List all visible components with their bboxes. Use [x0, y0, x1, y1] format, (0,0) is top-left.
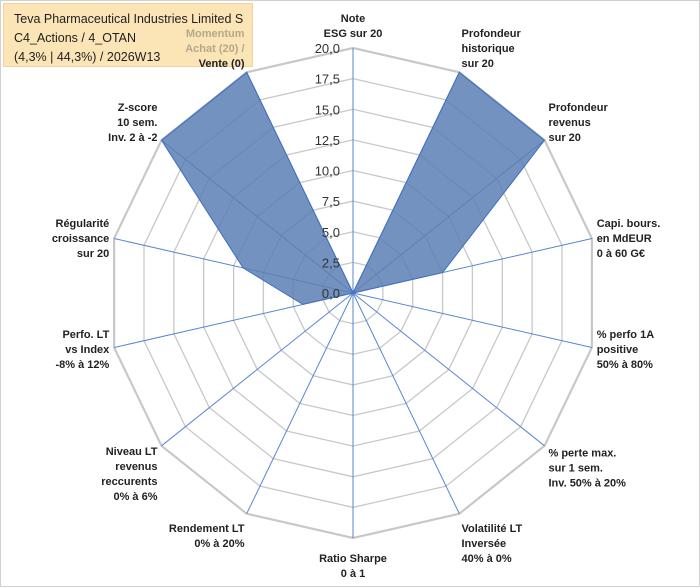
axis-spoke [161, 292, 354, 447]
axis-label-line: 10 sem. [117, 117, 157, 129]
axis-label-line: Z-score [118, 102, 158, 114]
axis-label: Note ESG sur 20 [324, 13, 383, 40]
axis-label-line: 0% à 6% [113, 491, 157, 503]
tick-label: 20,0 [315, 41, 340, 56]
tick-label: 17,5 [315, 72, 340, 87]
axis-label-line: vs Index [65, 344, 110, 356]
axis-label-line: revenus [115, 461, 157, 473]
axis-label-line: Rendement LT [169, 523, 245, 535]
axis-label-line: sur 1 sem. [549, 462, 603, 474]
tick-label: 5,0 [322, 225, 340, 240]
axis-label-line: Volatilité LT [462, 523, 523, 535]
axis-label-line: Profondeur [462, 28, 522, 40]
axis-label-line: Vente (0) [199, 58, 245, 70]
axis-label: Régularité croissance sur 20 [52, 218, 109, 260]
axis-label-line: 40% à 0% [462, 553, 512, 565]
axis-label-line: revenus [549, 117, 591, 129]
axis-label-line: sur 20 [462, 58, 494, 70]
tick-label: 12,5 [315, 133, 340, 148]
axis-label: Momentum Achat (20) / Vente (0) [185, 28, 245, 70]
company-name: Teva Pharmaceutical Industries Limited S [14, 12, 244, 26]
axis-label: % perte max. sur 1 sem. Inv. 50% à 20% [549, 447, 627, 489]
axis-label-line: Niveau LT [106, 446, 158, 458]
axis-label-line: Inv. 2 à -2 [108, 132, 157, 144]
axis-label-line: positive [597, 344, 639, 356]
axis-label-line: 0 à 1 [341, 568, 365, 580]
axis-label: Z-score 10 sem. Inv. 2 à -2 [108, 102, 157, 144]
axis-label-line: 0% à 20% [194, 538, 244, 550]
axis-label-line: historique [462, 43, 515, 55]
stats-label: (4,3% | 44,3%) / 2026W13 [14, 50, 161, 64]
axis-label: Rendement LT 0% à 20% [169, 523, 245, 550]
tick-label: 15,0 [315, 102, 340, 117]
axis-spoke [352, 292, 460, 514]
axis-label-line: Inversée [462, 538, 507, 550]
axis-label: Volatilité LT Inversée 40% à 0% [462, 523, 523, 565]
axis-label: Ratio Sharpe 0 à 1 [319, 553, 387, 580]
axis-label: Perfo. LT vs Index -8% à 12% [55, 329, 110, 371]
series-area [160, 71, 546, 305]
axis-label-line: Inv. 50% à 20% [549, 477, 627, 489]
axis-label: % perfo 1A positive 50% à 80% [597, 329, 655, 371]
axis-label: Profondeur revenus sur 20 [549, 102, 609, 144]
info-box: Teva Pharmaceutical Industries Limited S… [3, 3, 253, 67]
axis-label: Niveau LT revenus reccurents 0% à 6% [101, 446, 158, 503]
axis-label-line: croissance [52, 233, 109, 245]
tick-label: 7,5 [322, 194, 340, 209]
axis-label-line: Capi. bours. [597, 218, 661, 230]
axis-label-line: % perte max. [549, 447, 617, 459]
axis-label-line: Note [341, 13, 365, 25]
category-label: C4_Actions / 4_OTAN [14, 31, 137, 45]
axis-label-line: Achat (20) / [185, 43, 244, 55]
axis-spoke [352, 292, 593, 348]
axis-label-line: Momentum [186, 28, 245, 40]
tick-label: 0,0 [322, 286, 340, 301]
tick-label: 10,0 [315, 164, 340, 179]
axis-label-line: Profondeur [549, 102, 609, 114]
axis-label-line: sur 20 [549, 132, 581, 144]
axis-label-line: Ratio Sharpe [319, 553, 387, 565]
axis-label-line: -8% à 12% [55, 359, 109, 371]
axis-spoke [246, 292, 354, 514]
axis-label-line: Perfo. LT [62, 329, 109, 341]
axis-label-line: Régularité [56, 218, 110, 230]
tick-label: 2,5 [322, 255, 340, 270]
axis-label-line: ESG sur 20 [324, 28, 383, 40]
axis-label-line: en MdEUR [597, 233, 652, 245]
axis-label: Capi. bours. en MdEUR 0 à 60 G€ [597, 218, 661, 260]
axis-label-line: sur 20 [77, 248, 109, 260]
axis-label-line: % perfo 1A [597, 329, 655, 341]
axis-label: Profondeur historique sur 20 [462, 28, 522, 70]
axis-label-line: 0 à 60 G€ [597, 248, 645, 260]
axis-label-line: reccurents [101, 476, 157, 488]
axis-label-line: 50% à 80% [597, 359, 653, 371]
axis-spoke [352, 292, 545, 447]
